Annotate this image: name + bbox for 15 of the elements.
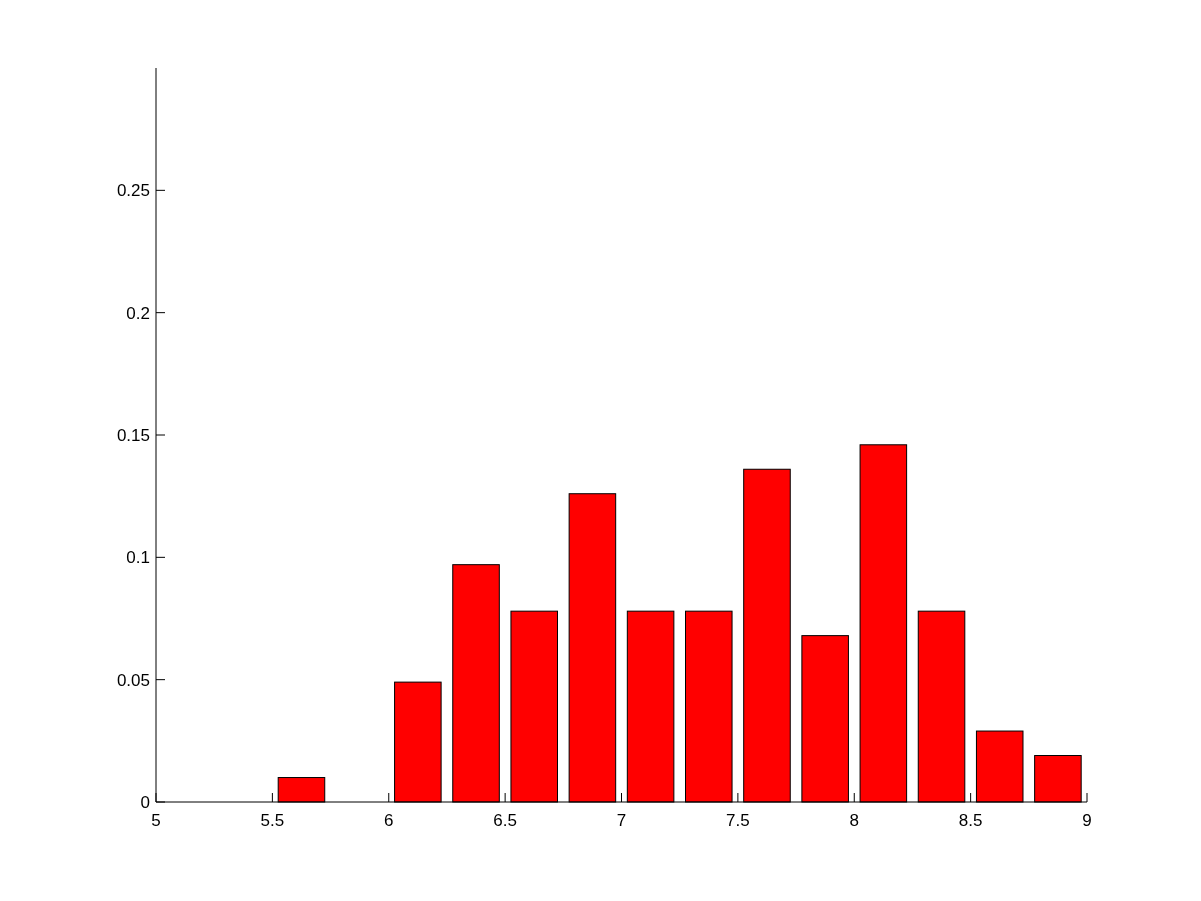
x-tick-label: 7.5 [726, 811, 750, 830]
y-tick-label: 0.1 [126, 548, 150, 568]
x-tick-label: 8 [849, 811, 859, 830]
y-tick-label: 0 [140, 793, 150, 812]
x-tick-label: 8.5 [958, 811, 983, 830]
x-tick-label: 6.5 [493, 811, 517, 830]
y-tick-label: 0.25 [116, 181, 150, 201]
y-tick-label: 0.2 [126, 303, 150, 323]
x-tick-label: 5 [151, 811, 161, 830]
x-tick-label: 6 [384, 811, 394, 830]
x-tick-label: 5.5 [260, 811, 285, 830]
y-tick-label: 0.15 [116, 426, 150, 445]
x-tick-label: 9 [1082, 811, 1092, 830]
x-tick-label: 7 [616, 811, 627, 830]
y-tick-label: 0.05 [116, 670, 150, 690]
